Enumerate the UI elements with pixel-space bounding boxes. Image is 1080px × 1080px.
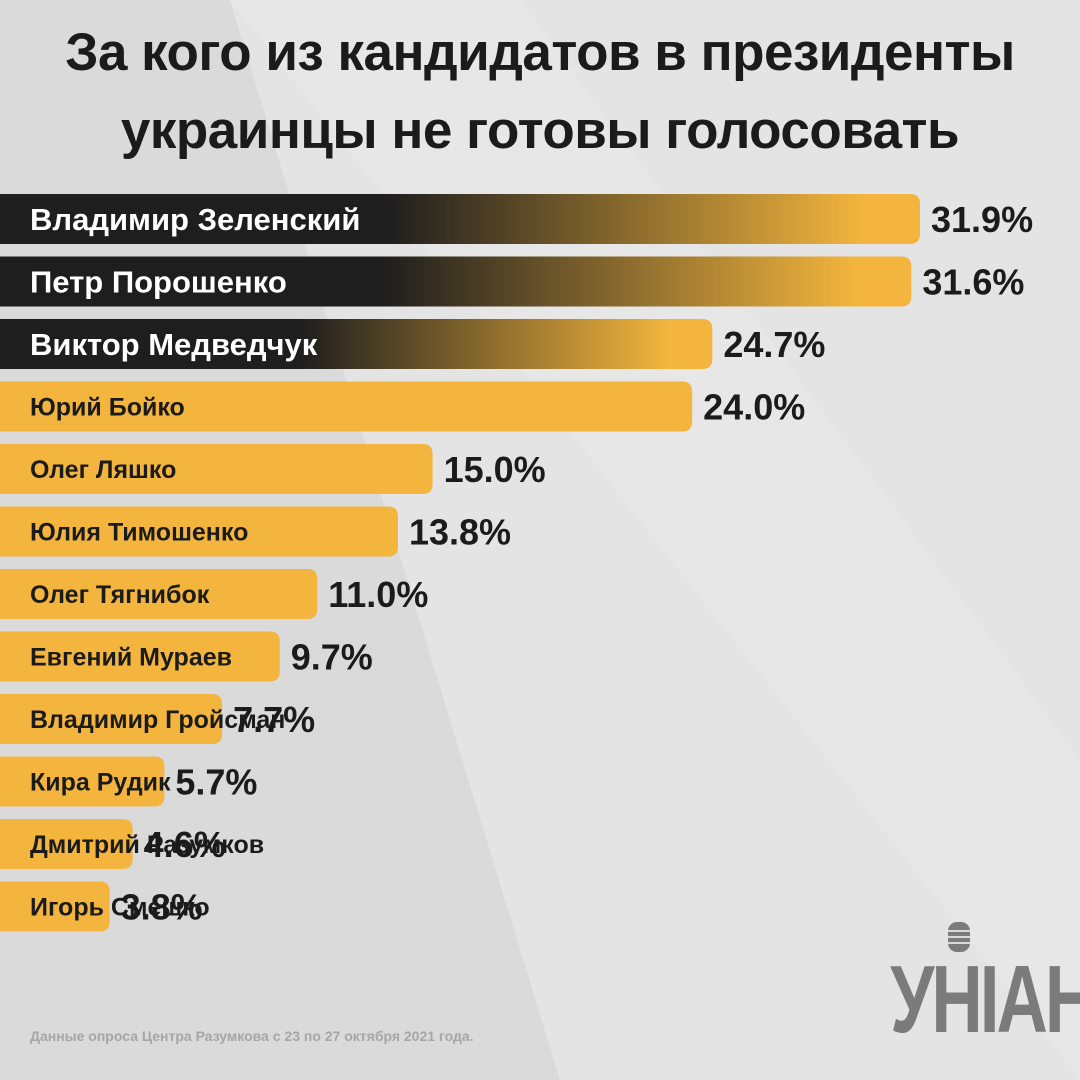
value-label: 3.8% [121, 887, 203, 928]
title-line-1: За кого из кандидатов в президенты [65, 23, 1015, 82]
value-label: 7.7% [233, 699, 315, 740]
bar-5 [0, 444, 433, 494]
category-label: Юрий Бойко [30, 394, 185, 422]
category-label: Петр Порошенко [30, 265, 287, 300]
bar-7 [0, 569, 318, 619]
value-label: 24.0% [703, 387, 805, 428]
bar-8 [0, 631, 280, 682]
value-label: 31.9% [931, 199, 1033, 240]
category-label: Игорь Смешко [30, 894, 210, 922]
chart-title: За кого из кандидатов в президенты украи… [0, 14, 1080, 170]
bar-10 [0, 756, 165, 807]
source-footnote: Данные опроса Центра Разумкова с 23 по 2… [30, 1028, 474, 1044]
value-label: 31.6% [922, 262, 1024, 303]
value-label: 9.7% [291, 637, 373, 678]
bar-1 [0, 194, 920, 244]
unian-logo: УНІАН [866, 918, 1080, 1053]
category-label: Дмитрий Разумков [30, 831, 264, 859]
category-label: Владимир Гройсман [30, 706, 285, 734]
bar-9 [0, 694, 223, 744]
bar-2 [0, 256, 912, 307]
bar-3 [0, 319, 713, 369]
category-label: Виктор Медведчук [30, 327, 318, 362]
category-label: Юлия Тимошенко [30, 519, 248, 547]
title-line-2: украинцы не готовы голосовать [120, 101, 960, 160]
value-label: 13.8% [409, 512, 511, 553]
value-label: 11.0% [328, 574, 428, 615]
value-label: 4.6% [144, 824, 226, 865]
bar-12 [0, 881, 110, 932]
value-label: 15.0% [444, 449, 546, 490]
logo-text: УНІАН [890, 946, 1080, 1053]
category-label: Олег Тягнибок [30, 581, 210, 609]
microphone-icon [948, 922, 970, 952]
value-label: 24.7% [723, 324, 825, 365]
bar-6 [0, 506, 398, 557]
category-label: Кира Рудик [30, 769, 171, 797]
bar-4 [0, 381, 693, 432]
category-label: Евгений Мураев [30, 644, 232, 672]
value-label: 5.7% [175, 762, 257, 803]
bar-11 [0, 819, 133, 869]
category-label: Олег Ляшко [30, 456, 176, 484]
category-label: Владимир Зеленский [30, 202, 360, 237]
